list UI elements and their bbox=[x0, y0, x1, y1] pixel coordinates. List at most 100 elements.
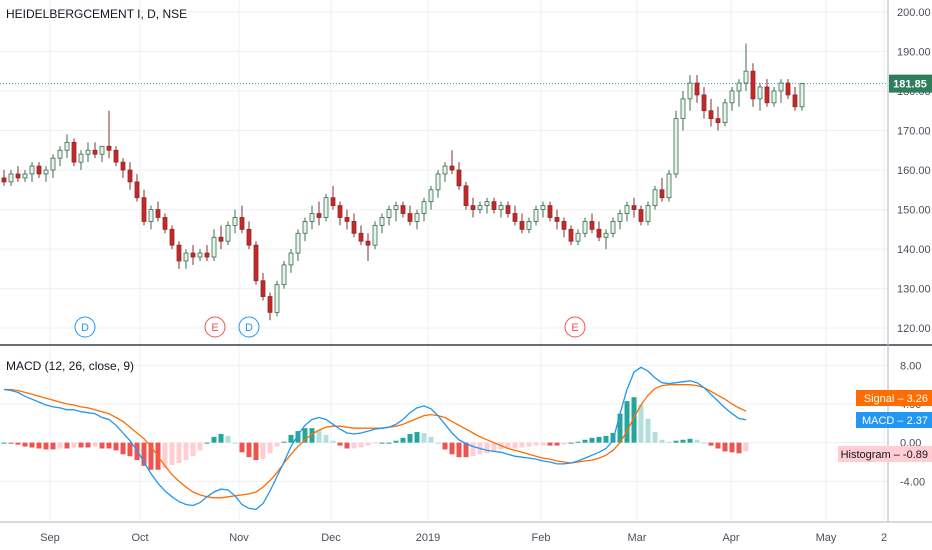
candle-body bbox=[141, 197, 147, 222]
histogram-bar bbox=[568, 442, 574, 444]
candle-body bbox=[386, 209, 392, 218]
histogram-bar bbox=[106, 442, 112, 449]
candle-body bbox=[645, 205, 651, 222]
candle-body bbox=[792, 94, 798, 108]
histogram-bar bbox=[309, 428, 315, 443]
event-marker-letter: D bbox=[245, 322, 253, 334]
candle-body bbox=[512, 213, 518, 222]
candle-body bbox=[554, 217, 560, 222]
histogram-bar bbox=[15, 442, 21, 445]
chart-title: HEIDELBERGCEMENT I, D, NSE bbox=[6, 7, 188, 21]
candle-body bbox=[267, 296, 273, 313]
candle-body bbox=[421, 201, 427, 214]
histogram-bar bbox=[400, 437, 406, 443]
histogram-bar bbox=[295, 431, 301, 443]
histogram-bar bbox=[694, 439, 700, 443]
histogram-bar bbox=[43, 442, 49, 450]
candle-body bbox=[50, 157, 56, 171]
histogram-bar bbox=[330, 440, 336, 443]
event-marker-letter: E bbox=[211, 322, 218, 334]
candle-body bbox=[428, 189, 434, 203]
histogram-bar bbox=[358, 442, 364, 448]
candle-body bbox=[246, 228, 252, 246]
time-axis-label: Dec bbox=[321, 532, 341, 544]
candle-body bbox=[589, 221, 595, 230]
candle-body bbox=[330, 197, 336, 207]
candle-body bbox=[470, 205, 476, 210]
histogram-bar bbox=[148, 442, 154, 470]
candle-body bbox=[365, 240, 371, 246]
histogram-bar bbox=[113, 442, 119, 451]
candle-body bbox=[358, 232, 364, 242]
histogram-bar bbox=[211, 436, 217, 443]
candle-body bbox=[631, 205, 637, 210]
candle-body bbox=[449, 165, 455, 171]
event-marker bbox=[74, 316, 96, 338]
candle-body bbox=[372, 224, 378, 246]
histogram-bar bbox=[344, 442, 350, 449]
histogram-bar bbox=[239, 442, 245, 453]
candle-body bbox=[64, 141, 70, 151]
histogram-bar bbox=[561, 442, 567, 445]
histogram-bar bbox=[610, 433, 616, 443]
histogram-bar bbox=[687, 438, 693, 443]
histogram-bar bbox=[8, 442, 14, 444]
candle-body bbox=[575, 232, 581, 242]
candle-body bbox=[15, 173, 21, 179]
event-marker-letter: E bbox=[571, 322, 578, 334]
histogram-bar bbox=[29, 442, 35, 448]
candle-body bbox=[519, 221, 525, 230]
candle-body bbox=[260, 280, 266, 297]
candle-body bbox=[708, 110, 714, 120]
candle-body bbox=[71, 141, 77, 163]
histogram-bar bbox=[456, 442, 462, 458]
histogram-bar bbox=[547, 442, 553, 446]
histogram-bar bbox=[379, 442, 385, 444]
histogram-bar bbox=[743, 442, 749, 452]
candle-body bbox=[561, 221, 567, 230]
candle-body bbox=[22, 173, 28, 179]
histogram-bar bbox=[680, 439, 686, 443]
time-axis-label: 2 bbox=[881, 532, 887, 544]
event-marker bbox=[564, 316, 586, 338]
candle-body bbox=[162, 217, 168, 230]
candle-body bbox=[533, 209, 539, 222]
candle-body bbox=[351, 221, 357, 234]
candle-body bbox=[750, 70, 756, 100]
candle-body bbox=[218, 236, 224, 242]
candle-body bbox=[778, 82, 784, 92]
candle-body bbox=[155, 209, 161, 218]
candle-body bbox=[169, 228, 175, 246]
candle-body bbox=[652, 189, 658, 207]
candle-body bbox=[379, 217, 385, 226]
candle-body bbox=[225, 224, 231, 242]
price-axis-label: 140.00 bbox=[897, 244, 931, 256]
candle-body bbox=[687, 82, 693, 100]
candle-body bbox=[176, 244, 182, 262]
time-axis-label: Nov bbox=[229, 532, 249, 544]
candle-body bbox=[148, 209, 154, 222]
histogram-bar bbox=[652, 432, 658, 443]
histogram-bar bbox=[218, 433, 224, 443]
candle-body bbox=[582, 221, 588, 234]
candle-body bbox=[43, 169, 49, 175]
candle-body bbox=[456, 169, 462, 187]
candle-body bbox=[666, 173, 672, 199]
histogram-bar bbox=[589, 437, 595, 443]
macd-tag bbox=[856, 412, 932, 428]
price-axis-label: 170.00 bbox=[897, 125, 931, 137]
candle-body bbox=[610, 221, 616, 234]
candle-body bbox=[715, 118, 721, 123]
candle-body bbox=[393, 205, 399, 210]
candle-body bbox=[736, 82, 742, 92]
candle-body bbox=[442, 165, 448, 175]
event-marker-letter: D bbox=[81, 322, 89, 334]
histogram-bar bbox=[232, 442, 238, 444]
histogram-bar bbox=[554, 442, 560, 446]
histogram-bar bbox=[253, 442, 259, 461]
histogram-bar bbox=[71, 442, 77, 448]
candle-body bbox=[603, 232, 609, 238]
candle-body bbox=[463, 185, 469, 207]
histogram-bar bbox=[421, 433, 427, 443]
